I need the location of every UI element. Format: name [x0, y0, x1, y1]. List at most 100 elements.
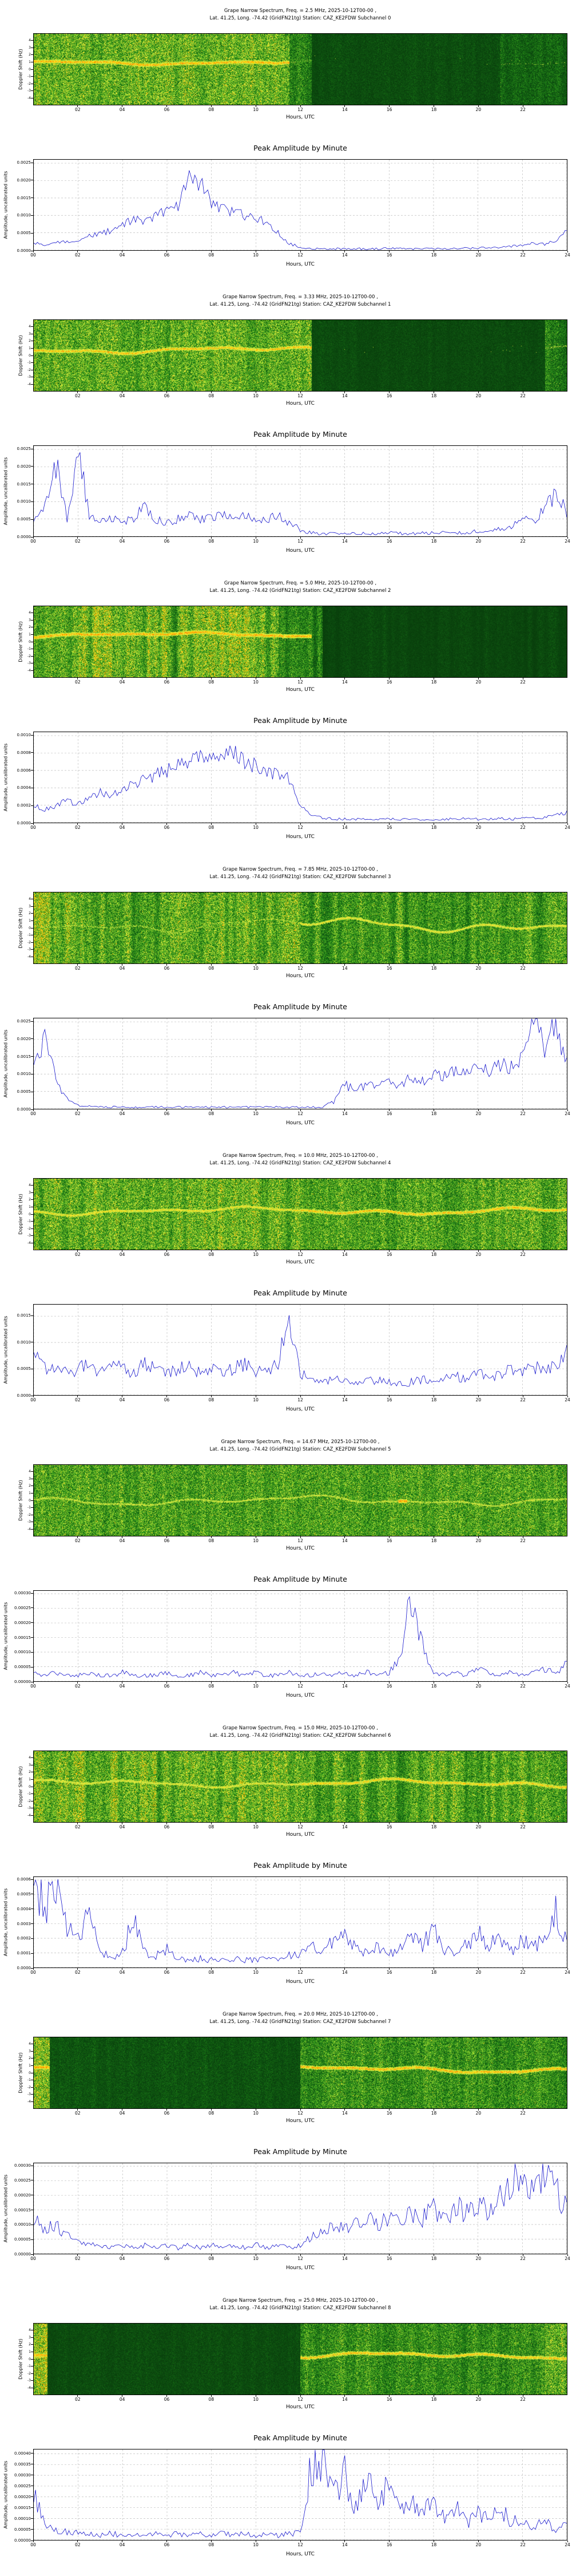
spectrogram-title-line1: Grape Narrow Spectrum, Freq. = 5.0 MHz, …: [224, 580, 377, 586]
amplitude-line-chart: [34, 1018, 567, 1109]
spectrogram-x-tick-label: 20: [475, 393, 482, 398]
amplitude-x-tick-label: 06: [164, 539, 170, 544]
amplitude-x-tick-label: 00: [30, 2542, 36, 2547]
amplitude-x-tick-label: 10: [253, 252, 259, 258]
spectrogram-x-tick-mark: [77, 1823, 78, 1824]
amplitude-x-tick-label: 14: [342, 2256, 348, 2261]
spectrogram-plot-area: [33, 892, 567, 964]
spectrogram-y-tick-mark: [31, 913, 33, 914]
amplitude-line-chart: [34, 160, 567, 250]
amplitude-y-tick-mark: [31, 501, 33, 502]
spectrogram-x-tick-mark: [478, 1250, 479, 1252]
amplitude-x-tick-label: 18: [431, 2542, 437, 2547]
amplitude-figure: Peak Amplitude by Minute Amplitude, unca…: [0, 2146, 572, 2290]
amplitude-x-tick-label: 12: [297, 2256, 303, 2261]
amplitude-x-tick-mark: [300, 2541, 301, 2542]
amplitude-y-tick-label: 0.00000: [14, 1680, 31, 1684]
spectrogram-x-tick-mark: [166, 392, 167, 393]
amplitude-line-chart: [34, 1877, 567, 1967]
amplitude-x-tick-label: 08: [208, 2256, 214, 2261]
spectrogram-x-tick-mark: [77, 392, 78, 393]
spectrogram-x-tick-mark: [478, 964, 479, 966]
spectrogram-y-tick-mark: [31, 1199, 33, 1200]
amplitude-plot-area: [33, 2449, 567, 2541]
amplitude-y-tick-label: 0.0002: [17, 803, 31, 808]
amplitude-y-tick-label: 0.00025: [14, 2178, 31, 2183]
amplitude-x-tick-mark: [77, 823, 78, 825]
spectrogram-y-tick-mark: [31, 1507, 33, 1508]
amplitude-y-axis-label: Amplitude, uncalibrated units: [3, 171, 9, 239]
amplitude-x-tick-label: 06: [164, 1970, 170, 1975]
amplitude-x-tick-mark: [344, 1968, 345, 1970]
amplitude-x-tick-mark: [478, 1396, 479, 1397]
spectrogram-y-tick-label: -3: [27, 1806, 31, 1811]
spectrogram-y-tick-label: 4: [29, 1183, 31, 1188]
spectrogram-heatmap-canvas: [34, 892, 567, 963]
spectrogram-y-tick-mark: [31, 2337, 33, 2338]
amplitude-x-tick-label: 06: [164, 2542, 170, 2547]
spectrogram-y-tick-label: 2: [29, 2056, 31, 2061]
amplitude-x-tick-label: 22: [520, 2256, 526, 2261]
amplitude-x-tick-label: 24: [565, 1684, 570, 1689]
amplitude-x-tick-mark: [210, 1968, 212, 1970]
amplitude-x-tick-mark: [389, 1968, 390, 1970]
spectrogram-y-tick-mark: [31, 384, 33, 385]
spectrogram-x-tick-label: 08: [208, 1252, 214, 1257]
spectrogram-title: Grape Narrow Spectrum, Freq. = 14.67 MHz…: [33, 1439, 567, 1453]
amplitude-x-tick-label: 22: [520, 539, 526, 544]
amplitude-x-tick-label: 24: [565, 1397, 570, 1402]
spectrogram-x-tick-mark: [210, 2109, 212, 2111]
amplitude-x-tick-mark: [344, 1109, 345, 1111]
subchannel-pair-4: Grape Narrow Spectrum, Freq. = 10.0 MHz,…: [0, 1145, 572, 1431]
spectrogram-y-tick-mark: [31, 1192, 33, 1193]
spectrogram-x-tick-label: 10: [253, 393, 259, 398]
amplitude-x-tick-label: 16: [386, 1970, 392, 1975]
spectrogram-y-tick-mark: [31, 920, 33, 921]
amplitude-y-tick-label: 0.0005: [17, 231, 31, 236]
amplitude-x-axis-label: Hours, UTC: [286, 2551, 315, 2557]
amplitude-x-tick-label: 22: [520, 252, 526, 258]
amplitude-x-tick-label: 10: [253, 1970, 259, 1975]
amplitude-x-tick-label: 14: [342, 1111, 348, 1116]
spectrogram-y-tick-label: 2: [29, 339, 31, 343]
spectrogram-x-tick-label: 18: [431, 1538, 437, 1543]
spectrogram-figure: Grape Narrow Spectrum, Freq. = 20.0 MHz,…: [0, 2004, 572, 2146]
spectrogram-y-tick-label: -3: [27, 1520, 31, 1524]
amplitude-x-tick-label: 22: [520, 1111, 526, 1116]
amplitude-x-tick-label: 22: [520, 1684, 526, 1689]
spectrogram-title: Grape Narrow Spectrum, Freq. = 3.33 MHz,…: [33, 294, 567, 309]
spectrogram-x-tick-mark: [166, 2395, 167, 2397]
spectrogram-x-tick-label: 20: [475, 2111, 482, 2116]
amplitude-x-tick-mark: [33, 1682, 34, 1684]
spectrogram-y-tick-mark: [31, 1214, 33, 1215]
spectrogram-x-tick-label: 06: [164, 679, 170, 685]
amplitude-x-tick-label: 12: [297, 1684, 303, 1689]
spectrogram-y-tick-label: -1: [27, 1792, 31, 1796]
spectrogram-x-tick-label: 10: [253, 679, 259, 685]
spectrogram-x-tick-label: 22: [520, 1538, 526, 1543]
spectrogram-title: Grape Narrow Spectrum, Freq. = 25.0 MHz,…: [33, 2297, 567, 2312]
spectrogram-y-tick-label: 4: [29, 897, 31, 902]
amplitude-x-tick-mark: [478, 1968, 479, 1970]
amplitude-x-tick-mark: [77, 251, 78, 252]
spectrogram-x-tick-mark: [300, 1536, 301, 1538]
amplitude-x-tick-mark: [300, 1968, 301, 1970]
spectrogram-x-tick-label: 16: [386, 107, 392, 112]
spectrogram-x-tick-mark: [344, 1823, 345, 1824]
amplitude-y-tick-mark: [31, 1607, 33, 1609]
amplitude-y-tick-label: 0.00015: [14, 2207, 31, 2212]
amplitude-line-chart: [34, 732, 567, 823]
amplitude-x-tick-mark: [567, 251, 568, 252]
spectrogram-x-tick-mark: [77, 1250, 78, 1252]
amplitude-x-tick-mark: [344, 251, 345, 252]
amplitude-y-tick-label: 0.0025: [17, 1019, 31, 1024]
spectrogram-x-tick-label: 08: [208, 107, 214, 112]
spectrogram-y-tick-mark: [31, 1185, 33, 1186]
spectrogram-y-tick-label: -2: [27, 654, 31, 658]
spectrogram-x-tick-mark: [389, 1250, 390, 1252]
amplitude-x-tick-mark: [33, 2541, 34, 2542]
spectrogram-y-tick-mark: [31, 40, 33, 41]
amplitude-x-tick-mark: [478, 251, 479, 252]
spectrogram-x-tick-mark: [166, 2109, 167, 2111]
amplitude-x-tick-mark: [389, 537, 390, 539]
